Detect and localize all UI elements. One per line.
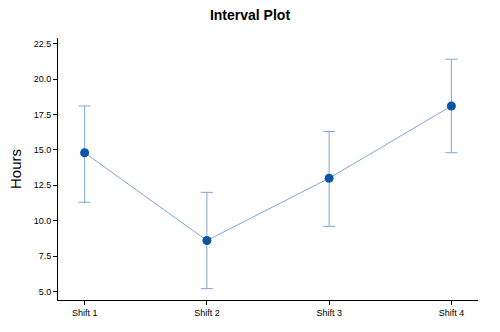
svg-text:10.0: 10.0	[34, 216, 52, 226]
svg-text:7.5: 7.5	[39, 251, 52, 261]
svg-text:12.5: 12.5	[34, 180, 52, 190]
svg-text:22.5: 22.5	[34, 39, 52, 49]
svg-text:20.0: 20.0	[34, 74, 52, 84]
svg-text:5.0: 5.0	[39, 287, 52, 297]
svg-text:Shift 3: Shift 3	[316, 308, 342, 318]
svg-text:Shift 1: Shift 1	[72, 308, 98, 318]
svg-text:Interval Plot: Interval Plot	[210, 7, 290, 23]
svg-text:Shift 2: Shift 2	[194, 308, 220, 318]
svg-text:Shift 4: Shift 4	[439, 308, 465, 318]
svg-text:17.5: 17.5	[34, 110, 52, 120]
svg-text:Hours: Hours	[7, 149, 24, 189]
svg-text:15.0: 15.0	[34, 145, 52, 155]
